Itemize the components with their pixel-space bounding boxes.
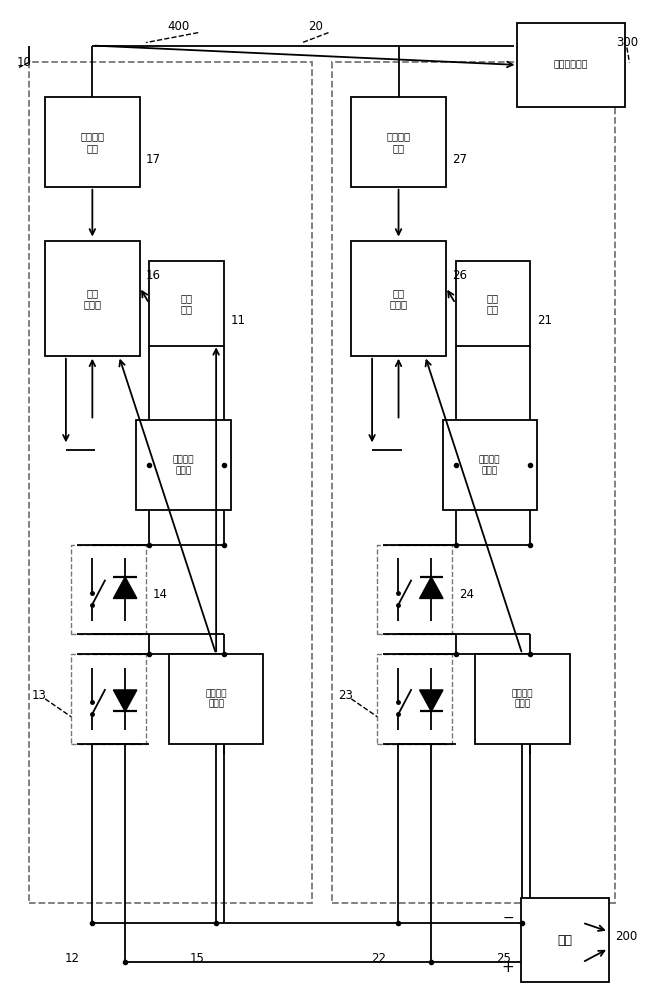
Bar — [518, 23, 625, 107]
Bar — [71, 654, 146, 744]
Text: 第一通信
接口: 第一通信 接口 — [80, 131, 104, 153]
Bar — [455, 261, 530, 346]
Text: 第二通信
接口: 第二通信 接口 — [386, 131, 411, 153]
Text: 14: 14 — [152, 588, 168, 601]
Bar — [377, 654, 452, 744]
Bar — [377, 545, 452, 634]
Text: 20: 20 — [308, 20, 323, 33]
Text: −: − — [503, 911, 514, 925]
Bar — [149, 261, 224, 346]
Bar — [29, 62, 312, 903]
Text: 整车控制单元: 整车控制单元 — [554, 60, 589, 69]
Bar — [169, 654, 263, 744]
Text: 400: 400 — [168, 20, 190, 33]
Bar — [45, 241, 139, 356]
Text: 24: 24 — [459, 588, 474, 601]
Bar — [351, 241, 445, 356]
Text: +: + — [501, 960, 514, 975]
Bar — [443, 420, 537, 510]
Text: 第二电流
传感器: 第二电流 传感器 — [512, 689, 533, 709]
Bar — [136, 420, 231, 510]
Bar — [45, 97, 139, 187]
Text: 15: 15 — [190, 952, 205, 965]
Polygon shape — [420, 577, 443, 598]
Text: 200: 200 — [615, 930, 637, 943]
Text: 17: 17 — [146, 153, 161, 166]
Polygon shape — [114, 690, 137, 711]
Text: 10: 10 — [17, 56, 32, 69]
Text: 第一
控制器: 第一 控制器 — [83, 288, 101, 309]
Bar — [521, 898, 608, 982]
Text: 21: 21 — [537, 314, 552, 327]
Text: 第一电压
传感器: 第一电压 传感器 — [173, 455, 194, 475]
Text: 第一
电池: 第一 电池 — [181, 293, 193, 314]
Text: 马达: 马达 — [557, 934, 572, 947]
Text: 25: 25 — [496, 952, 511, 965]
Text: 12: 12 — [65, 952, 80, 965]
Polygon shape — [420, 690, 443, 711]
Text: 第二
控制器: 第二 控制器 — [390, 288, 407, 309]
Text: 27: 27 — [452, 153, 467, 166]
Bar — [332, 62, 615, 903]
Text: 300: 300 — [616, 36, 638, 49]
Text: 第二
电池: 第二 电池 — [487, 293, 499, 314]
Bar — [475, 654, 570, 744]
Text: 26: 26 — [452, 269, 467, 282]
Text: 13: 13 — [32, 689, 47, 702]
Bar — [71, 545, 146, 634]
Text: 第一电流
传感器: 第一电流 传感器 — [206, 689, 227, 709]
Text: 第二电压
传感器: 第二电压 传感器 — [479, 455, 501, 475]
Text: 23: 23 — [338, 689, 353, 702]
Polygon shape — [114, 577, 137, 598]
Text: 11: 11 — [231, 314, 246, 327]
Bar — [351, 97, 445, 187]
Text: 22: 22 — [371, 952, 386, 965]
Text: 16: 16 — [146, 269, 161, 282]
